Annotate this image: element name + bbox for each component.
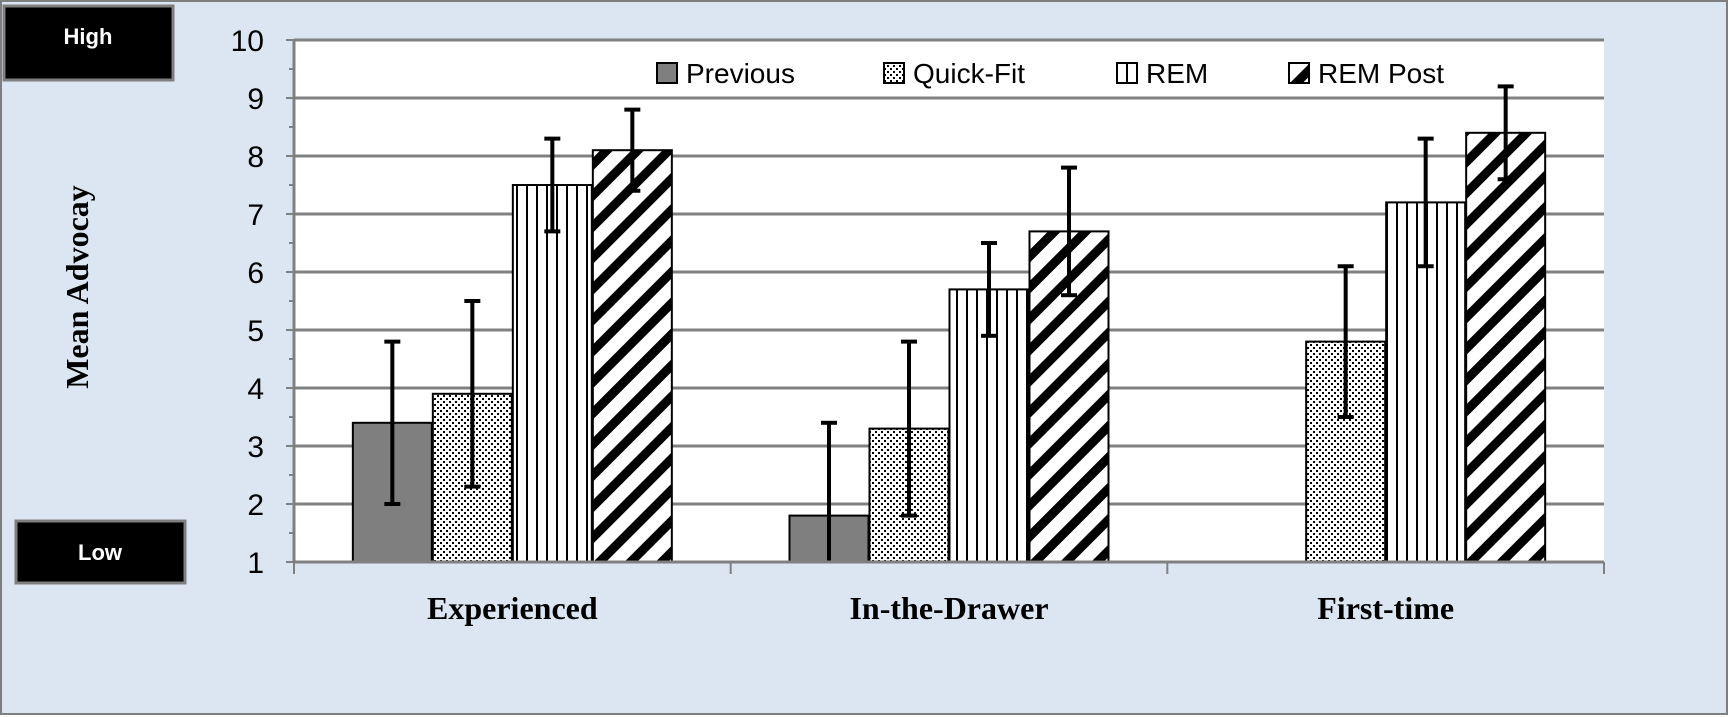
error-bars — [384, 84, 1514, 562]
y-tick-label: 2 — [247, 489, 264, 522]
legend-label: Quick-Fit — [913, 58, 1025, 89]
legend-swatch — [1288, 62, 1310, 84]
y-tick-label: 5 — [247, 315, 264, 348]
y-axis-label: Mean Advocay — [59, 185, 95, 389]
x-category-label: First-time — [1317, 590, 1454, 626]
y-tick-label: 8 — [247, 141, 264, 174]
y-tick-label: 4 — [247, 373, 264, 406]
high-marker: High — [2, 4, 175, 82]
high-marker-label: High — [64, 24, 113, 49]
legend-swatch — [656, 62, 678, 84]
y-tick-label: 1 — [247, 547, 264, 580]
low-marker-label: Low — [78, 540, 123, 565]
x-category-label: Experienced — [427, 590, 598, 626]
y-tick-labels: 1 2 3 4 5 6 7 8 9 10 — [231, 25, 264, 580]
y-tick-label: 7 — [247, 199, 264, 232]
legend-swatch — [1116, 62, 1138, 84]
x-category-labels: Experienced In-the-Drawer First-time — [427, 590, 1454, 626]
legend-label: REM — [1146, 58, 1208, 89]
axes — [286, 39, 1605, 574]
bars — [351, 131, 1547, 564]
low-marker: Low — [14, 519, 187, 585]
y-tick-label: 9 — [247, 83, 264, 116]
bar-diagonal-stripes — [1465, 131, 1547, 564]
legend: Previous Quick-Fit REM REM Post — [656, 58, 1444, 89]
y-tick-label: 10 — [231, 25, 264, 58]
bar-diagonal-stripes — [591, 149, 673, 563]
legend-swatch — [883, 62, 905, 84]
y-tick-label: 6 — [247, 257, 264, 290]
bar-vertical-lines — [511, 184, 593, 563]
y-tick-label: 3 — [247, 431, 264, 464]
x-category-label: In-the-Drawer — [849, 590, 1048, 626]
legend-label: Previous — [686, 58, 795, 89]
legend-label: REM Post — [1318, 58, 1444, 89]
